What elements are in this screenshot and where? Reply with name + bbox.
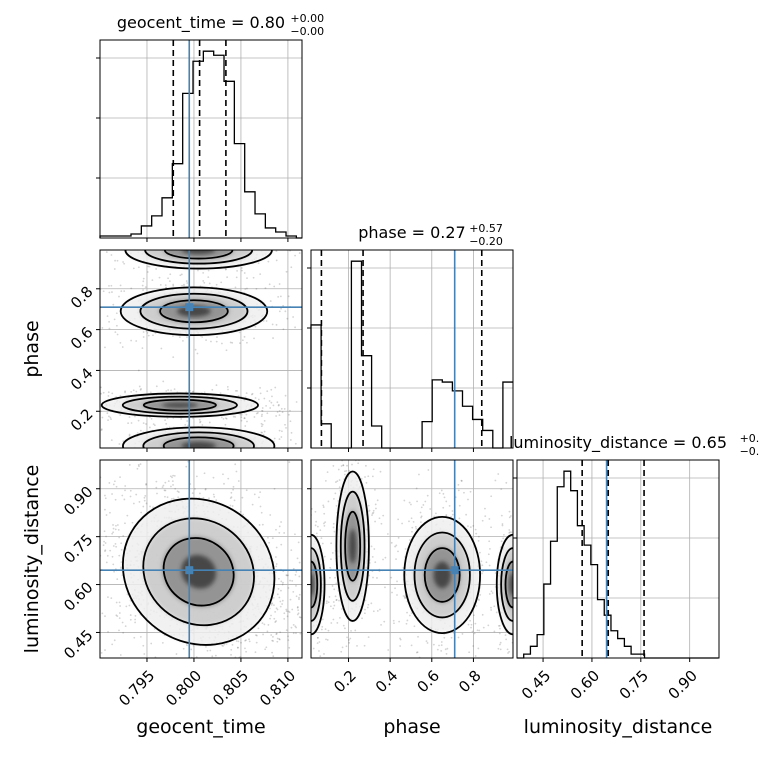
x-tick-label-luminosity_distance: 0.45: [518, 667, 554, 703]
panel-frame: [99, 249, 303, 449]
truth-marker: [450, 566, 459, 575]
x-tick-label-luminosity_distance: 0.60: [567, 667, 603, 703]
panel-frame: [310, 459, 514, 659]
x-axis-label-geocent_time: geocent_time: [136, 716, 265, 738]
y-tick-label-phase: 0.6: [67, 323, 97, 353]
contour-level-1: [100, 392, 259, 418]
x-tick-label-geocent_time: 0.810: [256, 667, 299, 710]
y-axis-label-phase: phase: [21, 320, 43, 377]
contour-level-3: [344, 510, 362, 582]
contour-level-1: [121, 497, 276, 646]
histogram-geocent_time: [99, 50, 302, 239]
x-tick-label-luminosity_distance: 0.75: [616, 667, 652, 703]
contour-level-1: [495, 533, 513, 636]
truth-marker: [185, 303, 194, 312]
title-plus-geocent_time: +0.00: [290, 12, 324, 25]
x-tick-label-geocent_time: 0.800: [162, 667, 205, 710]
contour-level-1: [403, 515, 481, 634]
panel-frame: [99, 459, 303, 659]
x-tick-label-geocent_time: 0.805: [209, 667, 252, 710]
y-tick-label-luminosity_distance: 0.90: [60, 483, 96, 519]
truth-marker: [185, 566, 194, 575]
y-axis-label-luminosity_distance: luminosity_distance: [21, 465, 43, 654]
y-tick-label-luminosity_distance: 0.60: [60, 578, 96, 614]
contour-level-2: [139, 292, 249, 330]
y-tick-label-phase: 0.2: [67, 405, 97, 435]
contour-level-3: [159, 299, 229, 324]
y-tick-label-phase: 0.4: [67, 364, 97, 394]
contour-level-2: [142, 431, 255, 448]
title-luminosity_distance: luminosity_distance = 0.65: [509, 433, 727, 453]
x-tick-label-luminosity_distance: 0.90: [665, 667, 701, 703]
x-axis-label-luminosity_distance: luminosity_distance: [524, 716, 713, 738]
y-tick-label-luminosity_distance: 0.45: [60, 626, 96, 662]
panel-frame: [310, 249, 514, 449]
contour-level-3: [311, 560, 319, 609]
y-tick-label-luminosity_distance: 0.75: [60, 530, 96, 566]
contour-level-2: [121, 395, 238, 415]
contour-level-2: [142, 517, 255, 627]
contours-0-2: [121, 497, 276, 646]
contour-level-3: [423, 547, 461, 603]
title-minus-geocent_time: −0.00: [290, 25, 324, 38]
x-axis-label-phase: phase: [383, 716, 440, 738]
contour-level-3: [163, 250, 234, 260]
contour-level-3: [162, 537, 235, 607]
contour-level-1: [119, 286, 269, 337]
panel-frame: [99, 39, 303, 239]
density-0-1: [101, 250, 275, 448]
x-tick-label-phase: 0.6: [413, 667, 443, 697]
contour-level-2: [339, 490, 366, 602]
panel-frame: [516, 459, 720, 659]
x-tick-label-phase: 0.2: [330, 667, 360, 697]
title-geocent_time: geocent_time = 0.80: [117, 13, 285, 33]
x-tick-label-phase: 0.4: [372, 667, 402, 697]
title-minus-luminosity_distance: −0.08: [740, 445, 760, 458]
y-tick-label-phase: 0.8: [67, 283, 97, 313]
title-plus-phase: +0.57: [469, 222, 503, 235]
contour-level-3: [142, 398, 217, 412]
histogram-phase: [310, 260, 513, 449]
density-0-2: [122, 498, 275, 645]
contour-level-2: [311, 547, 322, 622]
contour-level-1: [335, 470, 370, 622]
contour-level-2: [413, 531, 471, 619]
contour-level-1: [122, 426, 276, 448]
histogram-luminosity_distance: [517, 470, 719, 659]
title-phase: phase = 0.27: [358, 223, 465, 242]
contour-level-3: [162, 436, 235, 448]
x-tick-label-geocent_time: 0.795: [115, 667, 158, 710]
title-plus-luminosity_distance: +0.11: [740, 432, 760, 445]
x-tick-label-phase: 0.8: [455, 667, 485, 697]
title-minus-phase: −0.20: [469, 235, 503, 248]
